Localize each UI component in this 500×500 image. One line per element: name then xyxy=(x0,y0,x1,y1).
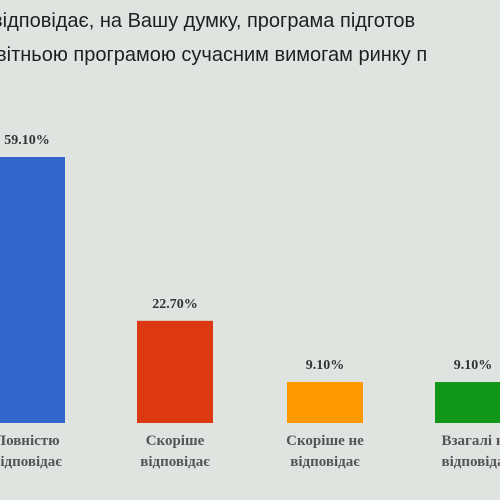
value-label-3: 9.10% xyxy=(454,358,493,373)
category-label-3-line-0: Взагалі н xyxy=(442,433,500,449)
category-label-0-line-0: Повністю xyxy=(0,433,60,449)
chart-title-line-1: відповідає, на Вашу думку, програма підг… xyxy=(0,10,416,32)
category-label-1-line-0: Скоріше xyxy=(146,433,205,449)
value-label-1: 22.70% xyxy=(152,297,198,312)
category-label-2-line-1: відповідає xyxy=(290,454,360,470)
bar-0 xyxy=(0,157,65,423)
bar-3 xyxy=(435,382,500,423)
value-label-2: 9.10% xyxy=(306,358,345,373)
chart-title-line-2: вітньою програмою сучасним вимогам ринку… xyxy=(0,44,428,66)
bar-1 xyxy=(137,320,213,423)
category-label-1-line-1: відповідає xyxy=(140,454,210,470)
value-labels-group: 59.10% 22.70% 9.10% 9.10% xyxy=(4,133,492,373)
category-label-0-line-1: відповідає xyxy=(0,454,62,470)
category-labels-group: Повністю відповідає Скоріше відповідає Скорі… xyxy=(0,433,500,470)
value-label-0: 59.10% xyxy=(4,133,50,148)
bar-2 xyxy=(287,382,363,423)
category-label-2-line-0: Скоріше не xyxy=(286,433,364,449)
category-label-3-line-1: відповіда xyxy=(442,454,500,470)
bars-group xyxy=(0,157,500,423)
